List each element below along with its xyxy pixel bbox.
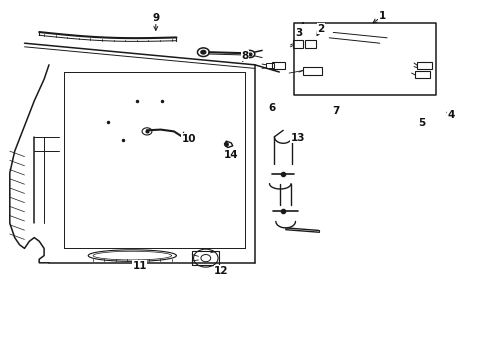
Text: 11: 11 <box>132 261 147 271</box>
Bar <box>192 251 219 265</box>
Text: 6: 6 <box>269 103 275 113</box>
Text: 8: 8 <box>242 51 248 61</box>
Text: 1: 1 <box>379 11 386 21</box>
Bar <box>266 63 274 68</box>
Bar <box>415 71 430 78</box>
Text: 14: 14 <box>224 150 239 160</box>
Text: 4: 4 <box>447 110 455 120</box>
Circle shape <box>201 50 206 54</box>
Text: 7: 7 <box>332 105 340 116</box>
Bar <box>272 62 285 69</box>
Text: 10: 10 <box>181 134 196 144</box>
Text: 13: 13 <box>291 132 305 143</box>
Text: 5: 5 <box>418 118 425 128</box>
Bar <box>305 40 316 48</box>
Bar <box>417 62 432 69</box>
Text: 2: 2 <box>318 24 324 34</box>
Bar <box>293 40 303 48</box>
Text: 3: 3 <box>295 28 302 38</box>
Text: 12: 12 <box>214 266 229 276</box>
Bar <box>303 67 322 75</box>
Text: 9: 9 <box>152 13 159 23</box>
